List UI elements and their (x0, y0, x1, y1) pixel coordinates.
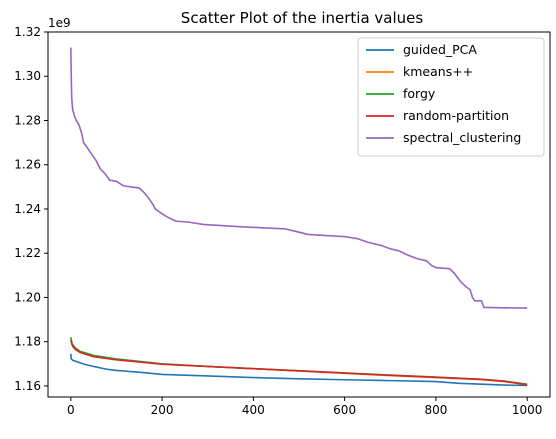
axes-layer: 0 200 400 600 800 1000 1.16 1.18 1.20 1.22 1.24 1.2… (14, 25, 551, 417)
y-tick-label: 1.24 (14, 202, 41, 216)
y-tick-label: 1.16 (14, 379, 41, 393)
y-tick-label: 1.30 (14, 69, 41, 83)
x-tick-label: 600 (333, 403, 356, 417)
x-tick-label: 1000 (512, 403, 543, 417)
series-line-forgy (70, 337, 528, 385)
y-tick-label: 1.22 (14, 246, 41, 260)
series-line-guided-pca (70, 353, 528, 387)
legend-label-random-partition: random-partition (403, 108, 509, 123)
legend-label-forgy: forgy (403, 86, 436, 101)
y-tick-label: 1.28 (14, 113, 41, 127)
series-layer (70, 47, 528, 387)
y-tick-label: 1.20 (14, 290, 41, 304)
series-line-random-partition (70, 340, 528, 386)
legend: guided_PCA kmeans++ forgy random-partition s… (357, 37, 545, 157)
x-tick-label: 0 (67, 403, 75, 417)
x-tick-label: 400 (242, 403, 265, 417)
y-tick-label: 1.26 (14, 158, 41, 172)
series-line-spectral-clustering (70, 47, 528, 309)
y-offset-label: 1e9 (48, 16, 71, 30)
x-tick-label: 800 (424, 403, 447, 417)
legend-label-guided-pca: guided_PCA (403, 42, 477, 57)
y-tick-label: 1.18 (14, 335, 41, 349)
plot-frame (47, 31, 551, 398)
legend-label-kmeans-: kmeans++ (403, 64, 473, 79)
y-tick-label: 1.32 (14, 25, 41, 39)
x-tick-label: 200 (151, 403, 174, 417)
chart-title: Scatter Plot of the inertia values (181, 9, 424, 27)
legend-label-spectral-clustering: spectral_clustering (403, 130, 521, 145)
legend-box (357, 37, 545, 157)
